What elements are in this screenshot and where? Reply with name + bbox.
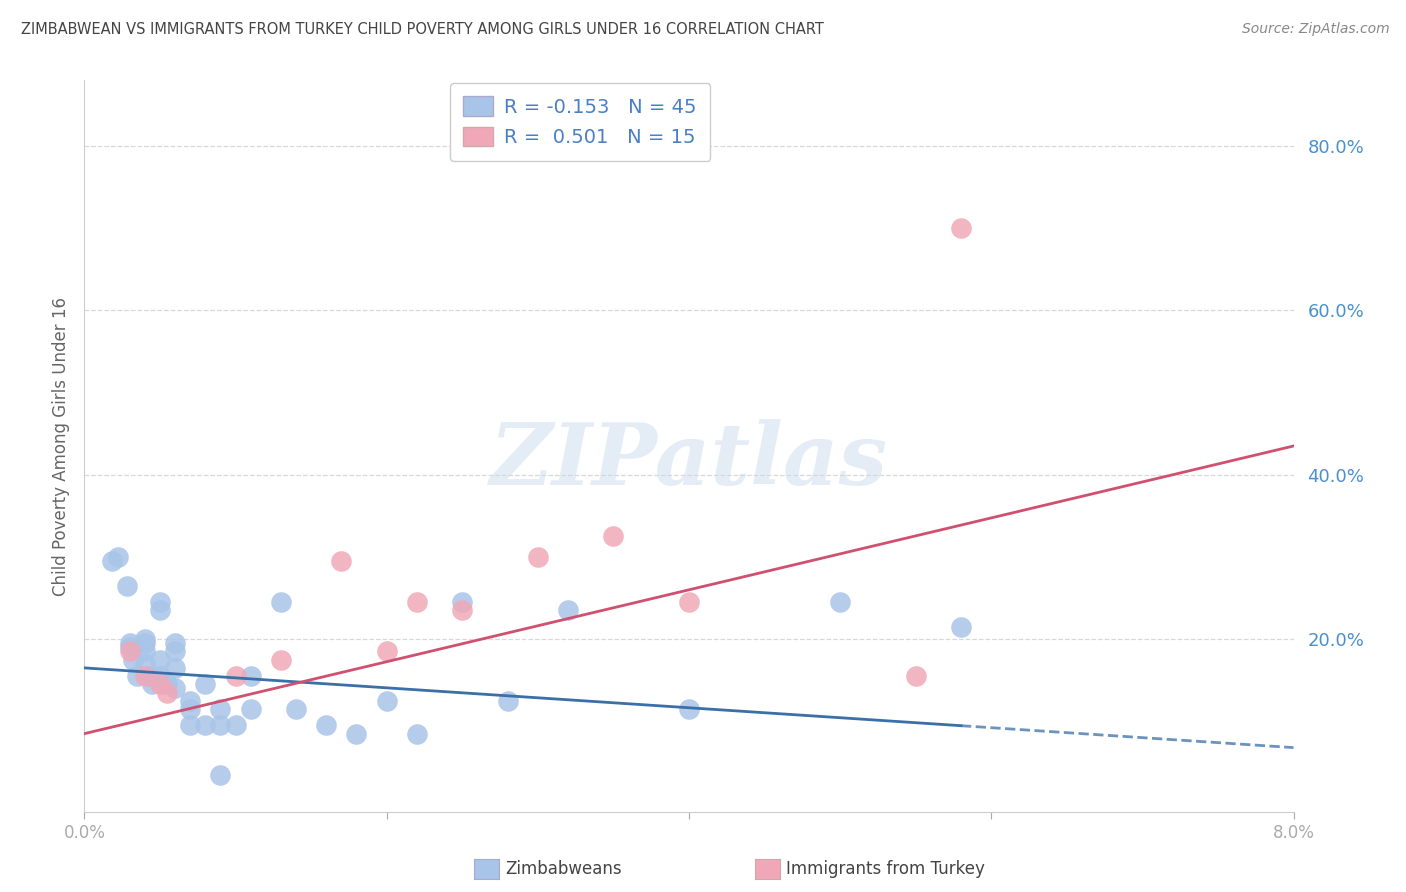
Point <box>134 632 156 647</box>
Point <box>149 677 172 691</box>
Point <box>225 669 247 683</box>
Point <box>156 677 179 691</box>
Point <box>406 726 429 740</box>
Point <box>950 620 973 634</box>
Legend: R = -0.153   N = 45, R =  0.501   N = 15: R = -0.153 N = 45, R = 0.501 N = 15 <box>450 83 710 161</box>
Point <box>602 529 624 543</box>
Point <box>375 694 398 708</box>
Text: ZIMBABWEAN VS IMMIGRANTS FROM TURKEY CHILD POVERTY AMONG GIRLS UNDER 16 CORRELAT: ZIMBABWEAN VS IMMIGRANTS FROM TURKEY CHI… <box>21 22 824 37</box>
Point <box>225 718 247 732</box>
Text: Zimbabweans: Zimbabweans <box>505 860 621 878</box>
Point <box>179 694 201 708</box>
Point <box>375 644 398 658</box>
Point <box>194 718 217 732</box>
Point <box>118 636 141 650</box>
Point <box>678 595 700 609</box>
Point <box>149 595 172 609</box>
Point <box>194 677 217 691</box>
Point <box>315 718 337 732</box>
Point <box>134 636 156 650</box>
Point <box>209 718 232 732</box>
Point <box>165 661 187 675</box>
Point <box>136 669 159 683</box>
Text: Source: ZipAtlas.com: Source: ZipAtlas.com <box>1241 22 1389 37</box>
Y-axis label: Child Poverty Among Girls Under 16: Child Poverty Among Girls Under 16 <box>52 296 70 596</box>
Point <box>557 603 579 617</box>
Point <box>346 726 368 740</box>
Point <box>950 221 973 235</box>
Text: Immigrants from Turkey: Immigrants from Turkey <box>786 860 984 878</box>
Point <box>330 554 353 568</box>
Point <box>285 702 308 716</box>
Point <box>141 677 163 691</box>
Point <box>165 644 187 658</box>
Point <box>118 644 141 658</box>
Point <box>239 702 262 716</box>
Point <box>179 718 201 732</box>
Point <box>496 694 519 708</box>
Point <box>149 653 172 667</box>
Point <box>830 595 852 609</box>
Point <box>239 669 262 683</box>
Point <box>156 685 179 699</box>
Point <box>270 595 292 609</box>
Point <box>678 702 700 716</box>
Point <box>270 653 292 667</box>
Point <box>209 702 232 716</box>
Point <box>451 595 474 609</box>
Text: ZIPatlas: ZIPatlas <box>489 419 889 502</box>
Point <box>149 669 172 683</box>
Point <box>121 653 143 667</box>
Point <box>904 669 927 683</box>
Point <box>165 681 187 696</box>
Point <box>134 644 156 658</box>
Point <box>134 657 156 671</box>
Point <box>115 579 138 593</box>
Point <box>406 595 429 609</box>
Point <box>451 603 474 617</box>
Point <box>127 669 149 683</box>
Point <box>107 549 129 564</box>
Point <box>165 636 187 650</box>
Point <box>118 640 141 655</box>
Point <box>100 554 122 568</box>
Point <box>527 549 550 564</box>
Point <box>209 768 232 782</box>
Point <box>149 603 172 617</box>
Point <box>134 669 156 683</box>
Point <box>179 702 201 716</box>
